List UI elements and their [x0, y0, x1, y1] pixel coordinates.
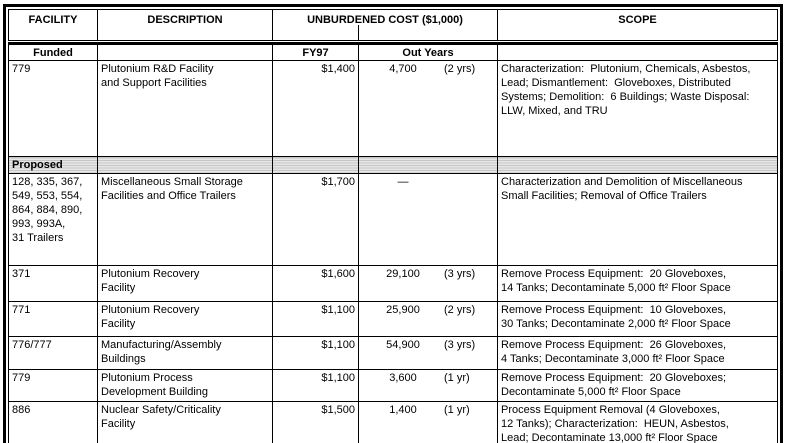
cell-facility: 128, 335, 367, 549, 553, 554, 864, 884, …: [8, 173, 98, 266]
cell-description: Plutonium Recovery Facility: [97, 301, 273, 337]
unburdened-cost-label: UNBURDENED COST ($1,000): [307, 14, 463, 26]
proposed-band-cell: [497, 156, 778, 174]
cell-out-years: 54,900 (3 yrs): [358, 336, 498, 370]
table-row: 128, 335, 367, 549, 553, 554, 864, 884, …: [8, 173, 778, 266]
cell-scope: Remove Process Equipment: 20 Gloveboxes;…: [497, 369, 778, 402]
cell-out-years: 29,100 (3 yrs): [358, 265, 498, 302]
out-years-value: 3,600: [389, 372, 417, 384]
out-years-value: 25,900: [386, 304, 420, 316]
table-row: 886 Nuclear Safety/Criticality Facility …: [8, 401, 778, 443]
cell-description: Manufacturing/Assembly Buildings: [97, 336, 273, 370]
out-years-wrap: 29,100 (3 yrs): [362, 267, 494, 281]
cell-facility: 776/777: [8, 336, 98, 370]
cell-fy97: $1,100: [272, 336, 359, 370]
facilities-cost-table: FACILITY DESCRIPTION UNBURDENED COST ($1…: [8, 9, 778, 443]
cell-fy97: $1,100: [272, 369, 359, 402]
column-header-fy97: FY97: [272, 43, 359, 61]
out-years-duration: (3 yrs): [444, 268, 476, 280]
cell-out-years: 25,900 (2 yrs): [358, 301, 498, 337]
cell-description: Plutonium R&D Facility and Support Facil…: [97, 60, 273, 157]
proposed-band-cell: [97, 156, 273, 174]
cell-facility: 886: [8, 401, 98, 443]
cell-description: Nuclear Safety/Criticality Facility: [97, 401, 273, 443]
subheader-empty-scope: [497, 43, 778, 61]
cell-fy97: $1,700: [272, 173, 359, 266]
cell-description: Plutonium Process Development Building: [97, 369, 273, 402]
table-header-row: FACILITY DESCRIPTION UNBURDENED COST ($1…: [8, 9, 778, 41]
proposed-band-cell: [272, 156, 359, 174]
cost-subcolumn-divider: [358, 25, 359, 40]
facilities-cost-table-border: FACILITY DESCRIPTION UNBURDENED COST ($1…: [3, 4, 783, 443]
cell-scope: Process Equipment Removal (4 Gloveboxes,…: [497, 401, 778, 443]
out-years-duration: (3 yrs): [444, 339, 476, 351]
column-header-facility: FACILITY: [8, 9, 98, 41]
cell-description: Miscellaneous Small Storage Facilities a…: [97, 173, 273, 266]
cell-scope: Characterization and Demolition of Misce…: [497, 173, 778, 266]
funded-section-label: Funded: [8, 43, 98, 61]
cell-facility: 779: [8, 60, 98, 157]
out-years-value: —: [397, 176, 409, 188]
cell-scope: Remove Process Equipment: 20 Gloveboxes,…: [497, 265, 778, 302]
cell-out-years: 3,600 (1 yr): [358, 369, 498, 402]
cell-scope: Remove Process Equipment: 26 Gloveboxes,…: [497, 336, 778, 370]
out-years-wrap: 54,900 (3 yrs): [362, 338, 494, 352]
subheader-row: Funded FY97 Out Years: [8, 43, 778, 61]
out-years-value: 4,700: [389, 63, 417, 75]
cell-fy97: $1,400: [272, 60, 359, 157]
out-years-wrap: 25,900 (2 yrs): [362, 303, 494, 317]
cell-facility: 771: [8, 301, 98, 337]
out-years-duration: (1 yr): [444, 372, 470, 384]
column-header-out-years: Out Years: [358, 43, 498, 61]
out-years-duration: (1 yr): [444, 404, 470, 416]
column-header-scope: SCOPE: [497, 9, 778, 41]
out-years-duration: (2 yrs): [444, 304, 476, 316]
table-row: 776/777 Manufacturing/Assembly Buildings…: [8, 336, 778, 370]
column-header-description: DESCRIPTION: [97, 9, 273, 41]
cell-scope: Remove Process Equipment: 10 Gloveboxes,…: [497, 301, 778, 337]
header-divider: [8, 40, 778, 45]
cell-out-years: —: [358, 173, 498, 266]
column-header-unburdened-cost: UNBURDENED COST ($1,000): [272, 9, 498, 41]
out-years-wrap: —: [362, 175, 494, 189]
proposed-section-label: Proposed: [8, 156, 98, 174]
out-years-duration: [444, 175, 494, 189]
cell-facility: 779: [8, 369, 98, 402]
out-years-duration: (2 yrs): [444, 63, 476, 75]
cell-scope: Characterization: Plutonium, Chemicals, …: [497, 60, 778, 157]
cell-fy97: $1,100: [272, 301, 359, 337]
header-divider-bar: [8, 40, 778, 45]
out-years-wrap: 4,700 (2 yrs): [362, 62, 494, 76]
proposed-band-cell: [358, 156, 498, 174]
cell-out-years: 1,400 (1 yr): [358, 401, 498, 443]
table-row: 779 Plutonium R&D Facility and Support F…: [8, 60, 778, 157]
subheader-empty-description: [97, 43, 273, 61]
out-years-value: 1,400: [389, 404, 417, 416]
cell-fy97: $1,600: [272, 265, 359, 302]
out-years-value: 29,100: [386, 268, 420, 280]
out-years-wrap: 1,400 (1 yr): [362, 403, 494, 417]
cell-description: Plutonium Recovery Facility: [97, 265, 273, 302]
table-row: 771 Plutonium Recovery Facility $1,100 2…: [8, 301, 778, 337]
proposed-section-row: Proposed: [8, 156, 778, 174]
cell-fy97: $1,500: [272, 401, 359, 443]
table-row: 779 Plutonium Process Development Buildi…: [8, 369, 778, 402]
cell-out-years: 4,700 (2 yrs): [358, 60, 498, 157]
out-years-value: 54,900: [386, 339, 420, 351]
out-years-wrap: 3,600 (1 yr): [362, 371, 494, 385]
table-row: 371 Plutonium Recovery Facility $1,600 2…: [8, 265, 778, 302]
cell-facility: 371: [8, 265, 98, 302]
